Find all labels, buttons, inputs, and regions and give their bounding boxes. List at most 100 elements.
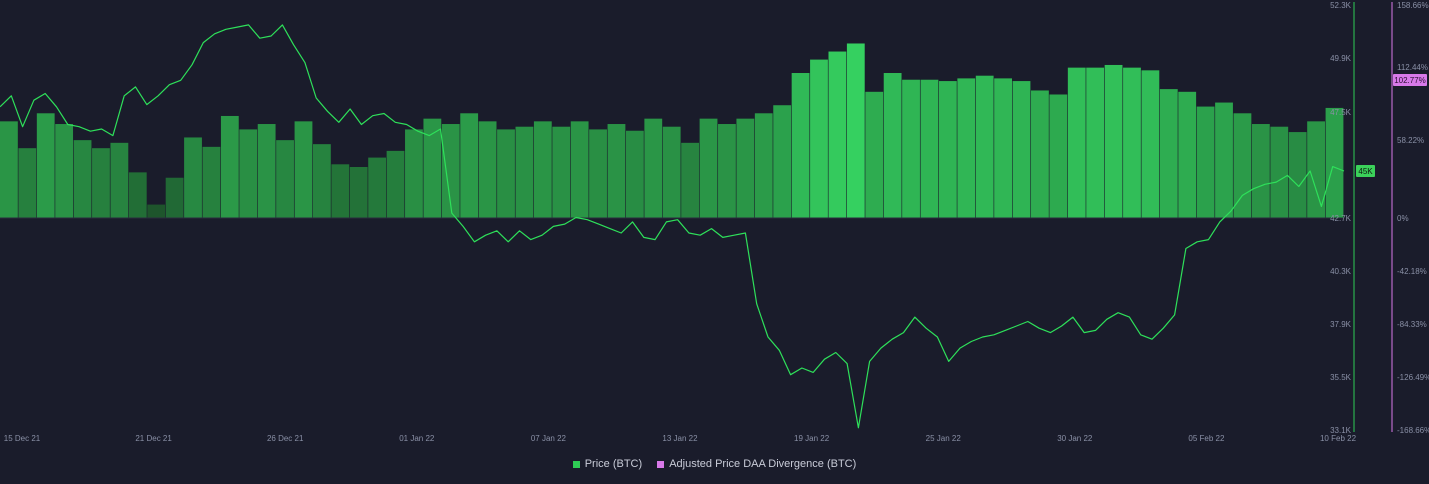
divergence-bar [92,148,110,218]
divergence-bar [515,126,534,218]
y-left-tick-label: 47.5K [1330,108,1352,117]
divergence-bar [497,129,515,218]
divergence-bar [938,81,957,218]
divergence-bar [1196,106,1215,218]
legend-swatch-price [572,460,580,468]
divergence-bar [0,121,18,218]
divergence-bar [386,150,405,218]
y-right-tick-label: -126.49% [1397,373,1429,382]
y-right-tick-label: -42.18% [1397,267,1427,276]
legend-label-price: Price (BTC) [584,458,643,470]
divergence-bar [220,115,239,218]
divergence-bar [312,144,331,218]
y-left-tick-label: 40.3K [1330,267,1352,276]
y-left-tick-label: 52.3K [1330,1,1352,10]
divergence-bar [1325,107,1344,218]
divergence-bar [257,124,276,218]
divergence-bar [533,121,552,218]
divergence-bar [589,129,607,218]
divergence-bar [920,79,939,218]
divergence-bar [202,146,221,218]
divergence-bar [736,118,755,218]
divergence-bars [0,43,1344,219]
divergence-bar [773,105,792,218]
x-tick-label: 30 Jan 22 [1057,434,1093,443]
y-left-tick-label: 35.5K [1330,373,1352,382]
y-left-tick-label: 42.7K [1330,214,1352,223]
x-axis: 15 Dec 21 21 Dec 21 26 Dec 21 01 Jan 22 07 J… [4,434,1357,443]
legend-label-divergence: Adjusted Price DAA Divergence (BTC) [669,458,857,470]
x-tick-label: 15 Dec 21 [4,434,41,443]
divergence-bar [1141,70,1160,218]
divergence-bar [1067,67,1086,218]
legend: Price (BTC) Adjusted Price DAA Divergenc… [0,458,1429,471]
divergence-bar [331,164,350,218]
x-tick-label: 05 Feb 22 [1188,434,1225,443]
divergence-bar [681,142,700,218]
divergence-bar [165,177,184,218]
divergence-bar [607,124,626,218]
divergence-bar [276,140,294,218]
y-left-tick-label: 37.9K [1330,320,1352,329]
divergence-bar [128,172,147,218]
divergence-bar [902,79,920,218]
divergence-bar [957,78,976,218]
divergence-bar [1031,90,1049,218]
divergence-bar [239,129,258,218]
legend-swatch-divergence [657,460,665,468]
divergence-bar [147,204,166,218]
divergence-bar [1159,89,1178,219]
divergence-bar [1123,67,1141,218]
divergence-bar [718,124,736,218]
x-tick-label: 19 Jan 22 [794,434,830,443]
divergence-bar [405,129,423,218]
divergence-bar [441,124,460,218]
price-current-badge [1356,165,1375,177]
divergence-bar [294,121,313,218]
divergence-bar [1288,132,1307,218]
divergence-current-label: 102.77% [1394,76,1426,85]
divergence-bar [1178,91,1197,218]
y-right-tick-label: 58.22% [1397,136,1424,145]
divergence-bar [1233,113,1252,218]
divergence-bar [846,43,865,219]
divergence-bar [570,121,589,218]
divergence-bar [1215,102,1233,218]
y-left-tick-label: 49.9K [1330,54,1352,63]
divergence-bar [478,121,497,218]
price-current-label: 45K [1358,167,1373,176]
divergence-bar [865,91,884,218]
x-tick-label: 13 Jan 22 [662,434,698,443]
divergence-bar [791,73,810,218]
y-right-tick-label: 0% [1397,214,1409,223]
divergence-bar [662,126,681,218]
divergence-bar [184,137,202,218]
x-tick-label: 01 Jan 22 [399,434,435,443]
divergence-bar [423,118,442,218]
divergence-bar [1104,64,1123,219]
price-line-group [0,24,1345,429]
divergence-bar [699,118,718,218]
divergence-bar [810,59,828,219]
divergence-bar [1307,121,1325,218]
y-axis-left: 52.3K 49.9K 47.5K 42.7K 40.3K 37.9K 35.5K 33.1K [1330,1,1352,435]
legend-item-divergence[interactable]: Adjusted Price DAA Divergence (BTC) [657,458,856,470]
x-tick-label: 26 Dec 21 [267,434,304,443]
current-value-markers: 45K 102.77% [1356,74,1427,177]
divergence-bar [975,75,994,218]
divergence-bar [73,140,92,218]
divergence-bar [460,113,479,218]
y-right-tick-label: 112.44% [1397,63,1428,72]
divergence-bar [994,78,1012,218]
divergence-bar [368,157,387,218]
divergence-bar [644,118,663,218]
legend-item-price[interactable]: Price (BTC) [572,458,643,470]
divergence-bar [828,51,847,218]
y-right-tick-label: -84.33% [1397,320,1427,329]
divergence-bar [18,148,37,218]
divergence-current-badge [1393,74,1427,86]
y-right-tick-label: 158.66% [1397,1,1429,10]
divergence-bar [36,113,55,218]
axes-group [1353,2,1393,432]
divergence-bar [1251,124,1270,218]
